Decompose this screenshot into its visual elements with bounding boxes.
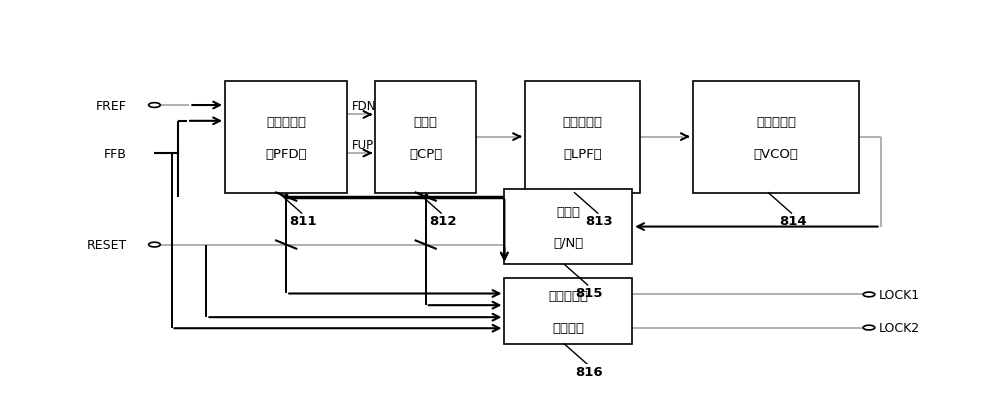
Text: 814: 814 (779, 214, 807, 227)
Text: 816: 816 (575, 365, 603, 378)
Text: 检测电路: 检测电路 (552, 321, 584, 334)
Text: 815: 815 (575, 286, 603, 299)
Bar (375, 81, 476, 193)
Bar (525, 81, 640, 193)
Text: 812: 812 (429, 214, 456, 227)
Text: RESET: RESET (86, 238, 127, 252)
Text: FUP: FUP (352, 138, 374, 151)
Text: （PFD）: （PFD） (265, 147, 307, 160)
Text: 压控振荡器: 压控振荡器 (756, 116, 796, 128)
Text: FREF: FREF (96, 99, 127, 112)
Text: （LPF）: （LPF） (563, 147, 602, 160)
Text: （/N）: （/N） (553, 237, 583, 250)
Text: 电荷泵: 电荷泵 (414, 116, 438, 128)
Text: FFB: FFB (104, 147, 127, 160)
Bar (504, 278, 632, 344)
Bar (225, 81, 347, 193)
Bar (504, 189, 632, 265)
Text: LOCK1: LOCK1 (879, 288, 920, 301)
Text: FDN: FDN (352, 100, 377, 113)
Text: 分频器: 分频器 (556, 205, 580, 218)
Text: （CP）: （CP） (409, 147, 442, 160)
Text: LOCK2: LOCK2 (879, 321, 920, 334)
Text: 锁相环锁定: 锁相环锁定 (548, 290, 588, 303)
Text: （VCO）: （VCO） (754, 147, 798, 160)
Text: 811: 811 (290, 214, 317, 227)
Text: 监频鉴相器: 监频鉴相器 (266, 116, 306, 128)
Text: 低通滤波器: 低通滤波器 (562, 116, 602, 128)
Bar (693, 81, 859, 193)
Text: 813: 813 (585, 214, 613, 227)
